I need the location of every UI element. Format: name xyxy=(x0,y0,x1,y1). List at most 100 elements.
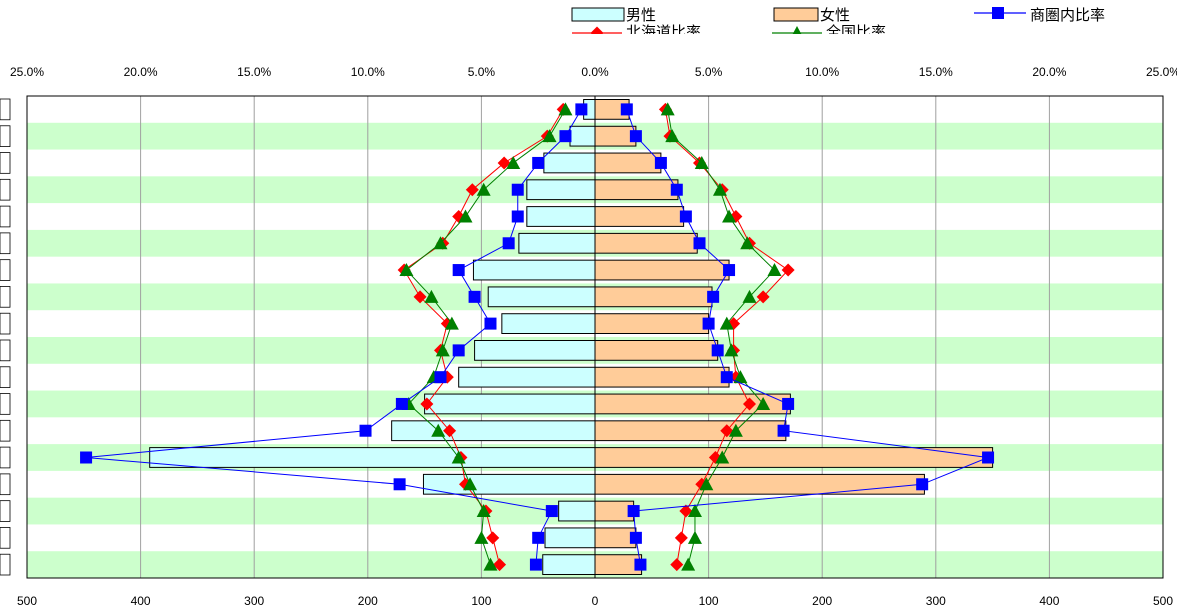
area-ratio-point-male xyxy=(545,505,558,518)
area-ratio-point-male xyxy=(359,424,372,437)
category-label-stub xyxy=(0,393,11,415)
national-ratio-point-female xyxy=(767,263,782,277)
area-ratio-point-female xyxy=(634,558,647,571)
bar-female xyxy=(594,527,637,549)
national-ratio-point-male xyxy=(435,343,450,357)
bar-female xyxy=(594,179,679,201)
national-ratio-point-female xyxy=(712,182,727,196)
national-ratio-point-female xyxy=(733,370,748,384)
national-ratio-point-female xyxy=(728,423,743,437)
hokkaido-ratio-point-female xyxy=(670,558,684,572)
category-label-stub xyxy=(0,286,11,308)
hokkaido-ratio-point-male xyxy=(465,183,479,197)
bar-male xyxy=(422,473,596,495)
bar-male xyxy=(543,152,596,174)
top-tick-label: 15.0% xyxy=(237,65,271,79)
area-ratio-point-male xyxy=(502,237,515,250)
bar-female xyxy=(594,125,637,147)
area-ratio-point-male xyxy=(393,478,406,491)
area-ratio-point-female xyxy=(627,505,640,518)
area-ratio-point-female xyxy=(707,290,720,303)
bottom-tick-label: 300 xyxy=(244,594,264,608)
national-ratio-point-male xyxy=(431,423,446,437)
category-label-stub xyxy=(0,553,11,576)
bottom-tick-label: 100 xyxy=(471,594,491,608)
bar-male xyxy=(149,447,596,468)
national-ratio-point-male xyxy=(424,289,439,303)
bar-male xyxy=(487,286,596,308)
area-ratio-point-male xyxy=(529,558,542,571)
hokkaido-ratio-point-female xyxy=(742,397,756,411)
national-ratio-point-female xyxy=(699,477,714,491)
top-tick-label: 20.0% xyxy=(124,65,158,79)
area-ratio-point-female xyxy=(711,344,724,357)
national-ratio-point-female xyxy=(681,557,696,571)
national-ratio-point-male xyxy=(483,557,498,571)
hokkaido-ratio-point-male xyxy=(413,290,427,304)
area-ratio-point-male xyxy=(452,344,465,357)
national-ratio-point-male xyxy=(399,263,414,277)
national-ratio-point-male xyxy=(463,477,478,491)
category-label-stub xyxy=(0,473,11,496)
area-ratio-point-female xyxy=(916,478,929,491)
national-ratio-point-female xyxy=(722,209,737,223)
category-label-stub xyxy=(0,152,11,174)
legend-marker-area xyxy=(992,7,1004,19)
hokkaido-ratio-point-female xyxy=(756,290,770,304)
category-label-stub xyxy=(0,446,11,469)
area-ratio-point-female xyxy=(702,317,715,330)
hokkaido-ratio-point-male xyxy=(497,156,511,170)
hokkaido-ratio-point-male xyxy=(493,558,507,572)
bottom-tick-label: 300 xyxy=(926,594,946,608)
national-ratio-point-male xyxy=(458,209,473,223)
bar-male xyxy=(526,179,596,201)
national-ratio-point-female xyxy=(687,530,702,544)
area-ratio-point-female xyxy=(629,130,642,143)
category-label-stub xyxy=(0,419,11,442)
area-ratio-point-male xyxy=(511,183,524,196)
category-label-stub xyxy=(0,205,11,228)
ratio-lines xyxy=(80,102,995,572)
top-tick-label: 20.0% xyxy=(1032,65,1066,79)
area-ratio-point-male xyxy=(434,371,447,384)
area-ratio-point-female xyxy=(670,183,683,196)
category-label-stub xyxy=(0,527,11,549)
hokkaido-ratio-point-male xyxy=(443,424,457,438)
category-label-stub xyxy=(0,339,11,362)
top-tick-label: 5.0% xyxy=(468,65,496,79)
area-ratio-point-male xyxy=(395,397,408,410)
area-ratio-point-male xyxy=(532,156,545,169)
bar-female xyxy=(594,206,685,227)
category-label-stub xyxy=(0,366,11,388)
national-ratio-point-male xyxy=(558,102,573,116)
hokkaido-ratio-line-female xyxy=(664,109,789,565)
area-ratio-point-male xyxy=(511,210,524,223)
national-ratio-point-female xyxy=(660,102,675,116)
national-ratio-point-male xyxy=(433,236,448,250)
hokkaido-ratio-point-male xyxy=(486,531,500,545)
bar-male xyxy=(424,393,596,415)
area-ratio-point-male xyxy=(559,130,572,143)
national-ratio-point-male xyxy=(506,155,521,169)
bar-female xyxy=(594,259,730,281)
hokkaido-ratio-point-female xyxy=(674,531,688,545)
hokkaido-ratio-point-female xyxy=(781,263,795,277)
top-tick-label: 10.0% xyxy=(351,65,385,79)
bar-male xyxy=(569,125,596,147)
hokkaido-ratio-point-female xyxy=(720,424,734,438)
legend-label: 男性 xyxy=(626,6,656,24)
legend-swatch-male xyxy=(571,7,625,22)
bottom-tick-label: 0 xyxy=(592,594,599,608)
bar-female xyxy=(594,473,925,495)
bottom-tick-label: 400 xyxy=(131,594,151,608)
bottom-tick-label: 100 xyxy=(699,594,719,608)
top-tick-label: 15.0% xyxy=(919,65,953,79)
area-ratio-point-female xyxy=(654,156,667,169)
area-ratio-point-female xyxy=(782,397,795,410)
legend-clip-cover xyxy=(560,34,940,54)
bar-male xyxy=(501,313,596,335)
area-ratio-point-male xyxy=(484,317,497,330)
category-label-stub xyxy=(0,232,11,255)
area-ratio-point-female xyxy=(723,264,736,277)
